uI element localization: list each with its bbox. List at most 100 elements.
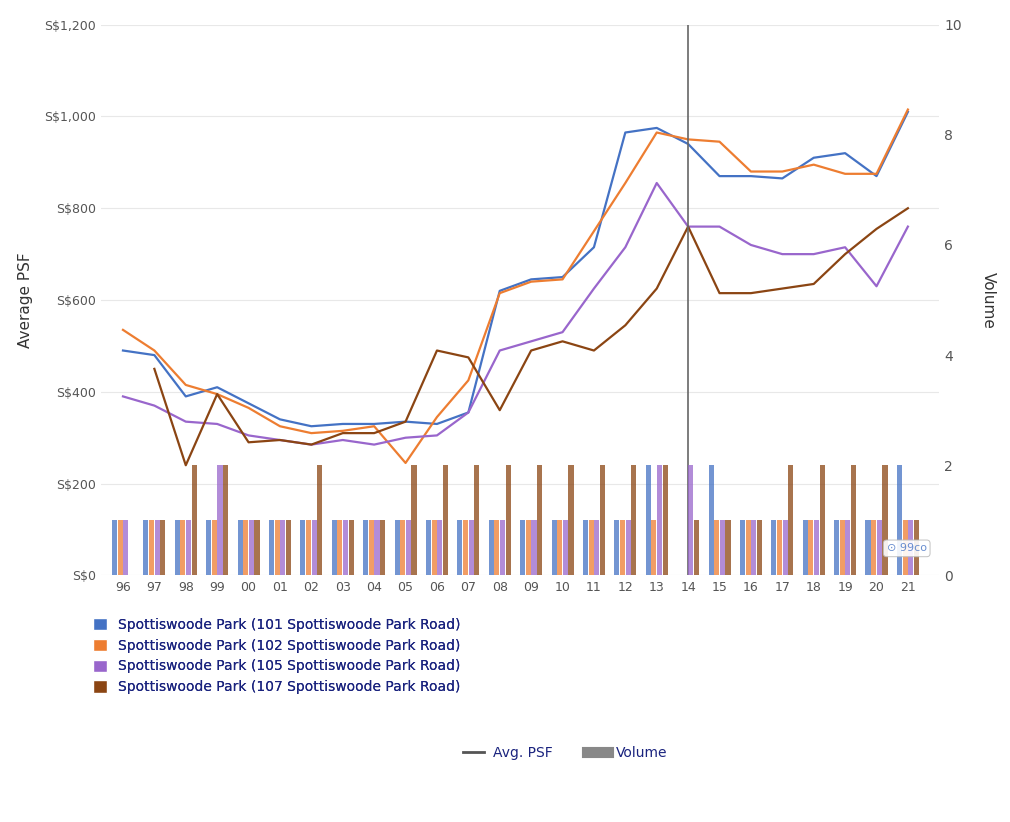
Bar: [317, 465, 322, 575]
Bar: [181, 520, 186, 575]
Bar: [914, 520, 919, 575]
Bar: [375, 520, 380, 575]
Bar: [897, 465, 902, 575]
Bar: [364, 520, 369, 575]
Bar: [212, 520, 217, 575]
Bar: [117, 520, 122, 575]
Bar: [494, 520, 500, 575]
Bar: [614, 520, 619, 575]
Bar: [469, 520, 474, 575]
Bar: [783, 520, 788, 575]
Bar: [694, 520, 699, 575]
Bar: [217, 465, 222, 575]
Bar: [851, 465, 856, 575]
Bar: [772, 520, 777, 575]
Bar: [400, 520, 405, 575]
Bar: [337, 520, 342, 575]
Bar: [777, 520, 782, 575]
Bar: [526, 520, 531, 575]
Bar: [186, 520, 191, 575]
Bar: [751, 520, 756, 575]
Bar: [312, 520, 317, 575]
Bar: [280, 520, 286, 575]
Bar: [714, 520, 719, 575]
Bar: [331, 520, 336, 575]
Bar: [520, 520, 525, 575]
Bar: [223, 465, 228, 575]
Bar: [437, 520, 442, 575]
Bar: [808, 520, 813, 575]
Bar: [348, 520, 354, 575]
Bar: [489, 520, 494, 575]
Bar: [866, 520, 871, 575]
Bar: [551, 520, 557, 575]
Bar: [395, 520, 400, 575]
Bar: [248, 520, 254, 575]
Bar: [206, 520, 211, 575]
Bar: [589, 520, 594, 575]
Bar: [834, 520, 839, 575]
Bar: [583, 520, 588, 575]
Bar: [663, 465, 668, 575]
Bar: [740, 520, 745, 575]
Bar: [300, 520, 305, 575]
Bar: [286, 520, 291, 575]
Bar: [149, 520, 155, 575]
Bar: [269, 520, 274, 575]
Bar: [872, 520, 877, 575]
Bar: [537, 465, 542, 575]
Bar: [788, 465, 793, 575]
Bar: [506, 465, 511, 575]
Bar: [877, 520, 882, 575]
Bar: [463, 520, 468, 575]
Bar: [600, 465, 605, 575]
Bar: [155, 520, 160, 575]
Bar: [175, 520, 180, 575]
Bar: [845, 520, 850, 575]
Bar: [720, 520, 725, 575]
Bar: [531, 520, 536, 575]
Bar: [820, 465, 825, 575]
Bar: [620, 520, 625, 575]
Bar: [380, 520, 385, 575]
Bar: [255, 520, 260, 575]
Bar: [651, 520, 656, 575]
Legend: Spottiswoode Park (101 Spottiswoode Park Road), Spottiswoode Park (102 Spottiswo: Spottiswoode Park (101 Spottiswoode Park…: [88, 612, 467, 700]
Bar: [563, 520, 568, 575]
Bar: [756, 520, 762, 575]
Bar: [708, 465, 714, 575]
Bar: [908, 520, 913, 575]
Bar: [803, 520, 808, 575]
Bar: [192, 465, 197, 575]
Bar: [306, 520, 311, 575]
Bar: [442, 465, 448, 575]
Bar: [689, 465, 694, 575]
Bar: [658, 465, 663, 575]
Bar: [406, 520, 411, 575]
Bar: [123, 520, 128, 575]
Bar: [883, 465, 888, 575]
Y-axis label: Volume: Volume: [982, 271, 996, 329]
Bar: [343, 520, 348, 575]
Bar: [411, 465, 416, 575]
Bar: [143, 520, 148, 575]
Legend: Avg. PSF, Volume: Avg. PSF, Volume: [458, 741, 674, 766]
Y-axis label: Average PSF: Average PSF: [18, 252, 33, 348]
Bar: [814, 520, 819, 575]
Bar: [903, 520, 908, 575]
Bar: [839, 520, 844, 575]
Bar: [112, 520, 117, 575]
Bar: [594, 520, 599, 575]
Bar: [369, 520, 374, 575]
Bar: [631, 465, 636, 575]
Bar: [275, 520, 280, 575]
Bar: [426, 520, 431, 575]
Bar: [161, 520, 166, 575]
Bar: [458, 520, 463, 575]
Bar: [725, 520, 730, 575]
Bar: [237, 520, 242, 575]
Bar: [431, 520, 436, 575]
Bar: [558, 520, 563, 575]
Bar: [500, 520, 505, 575]
Bar: [645, 465, 650, 575]
